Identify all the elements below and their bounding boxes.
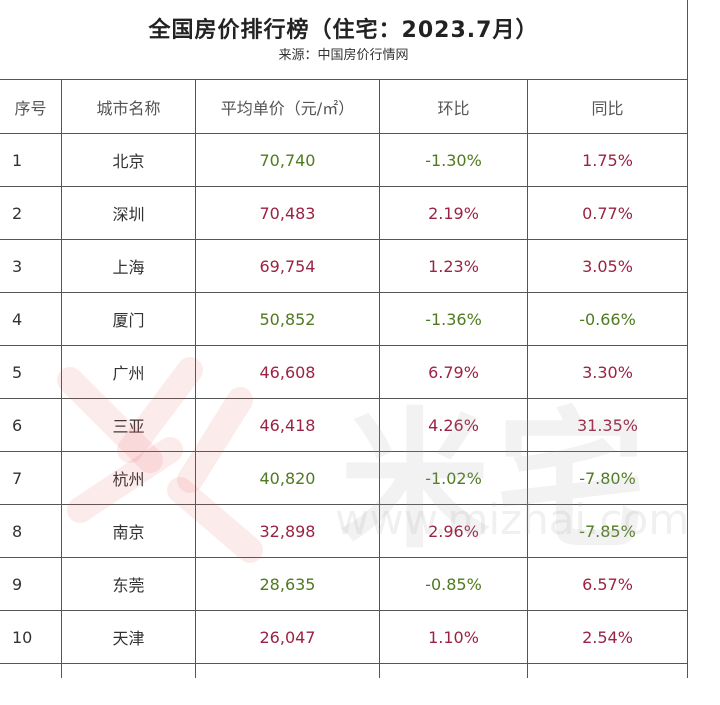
price-cell: 26,047 — [196, 611, 380, 663]
title-box: 全国房价排行榜（住宅：2023.7月） 来源：中国房价行情网 — [0, 0, 688, 80]
city-cell: 深圳 — [62, 187, 196, 239]
column-header-rank: 序号 — [0, 80, 62, 133]
rank-cell: 8 — [0, 505, 62, 557]
rank-cell: 2 — [0, 187, 62, 239]
price-cell: 32,898 — [196, 505, 380, 557]
partial-cell — [0, 664, 62, 678]
price-cell: 28,635 — [196, 558, 380, 610]
table-body: 1 北京 70,740 -1.30% 1.75% 2 深圳 70,483 2.19% 0.77% 3… — [0, 134, 688, 664]
rank-cell: 4 — [0, 293, 62, 345]
yoy-cell: 1.75% — [528, 134, 688, 186]
rank-cell: 3 — [0, 240, 62, 292]
city-cell: 厦门 — [62, 293, 196, 345]
table-row: 2 深圳 70,483 2.19% 0.77% — [0, 187, 688, 240]
table-header-row: 序号 城市名称 平均单价（元/㎡） 环比 同比 — [0, 80, 688, 134]
price-cell: 46,608 — [196, 346, 380, 398]
yoy-cell: -0.66% — [528, 293, 688, 345]
partial-cell — [62, 664, 196, 678]
city-cell: 东莞 — [62, 558, 196, 610]
price-cell: 70,483 — [196, 187, 380, 239]
yoy-cell: -7.80% — [528, 452, 688, 504]
mom-cell: -1.30% — [380, 134, 528, 186]
table-row: 1 北京 70,740 -1.30% 1.75% — [0, 134, 688, 187]
city-cell: 南京 — [62, 505, 196, 557]
city-cell: 三亚 — [62, 399, 196, 451]
partial-cell — [528, 664, 688, 678]
mom-cell: -0.85% — [380, 558, 528, 610]
partial-cell — [196, 664, 380, 678]
rank-cell: 10 — [0, 611, 62, 663]
mom-cell: -1.36% — [380, 293, 528, 345]
price-cell: 40,820 — [196, 452, 380, 504]
mom-cell: 1.23% — [380, 240, 528, 292]
table-row: 8 南京 32,898 2.96% -7.85% — [0, 505, 688, 558]
mom-cell: 6.79% — [380, 346, 528, 398]
rank-cell: 1 — [0, 134, 62, 186]
source-label: 来源：中国房价行情网 — [278, 48, 409, 63]
table-row: 5 广州 46,608 6.79% 3.30% — [0, 346, 688, 399]
mom-cell: 4.26% — [380, 399, 528, 451]
column-header-price: 平均单价（元/㎡） — [196, 80, 380, 133]
yoy-cell: 6.57% — [528, 558, 688, 610]
city-cell: 杭州 — [62, 452, 196, 504]
city-cell: 天津 — [62, 611, 196, 663]
rank-cell: 9 — [0, 558, 62, 610]
table-row: 9 东莞 28,635 -0.85% 6.57% — [0, 558, 688, 611]
mom-cell: -1.02% — [380, 452, 528, 504]
yoy-cell: 3.30% — [528, 346, 688, 398]
price-ranking-table: 序号 城市名称 平均单价（元/㎡） 环比 同比 1 北京 70,740 -1.30% 1… — [0, 80, 688, 678]
rank-cell: 7 — [0, 452, 62, 504]
column-header-mom: 环比 — [380, 80, 528, 133]
table-row-partial — [0, 664, 688, 678]
table-row: 4 厦门 50,852 -1.36% -0.66% — [0, 293, 688, 346]
partial-cell — [380, 664, 528, 678]
page-title: 全国房价排行榜（住宅：2023.7月） — [148, 18, 539, 43]
price-cell: 70,740 — [196, 134, 380, 186]
yoy-cell: 2.54% — [528, 611, 688, 663]
column-header-city: 城市名称 — [62, 80, 196, 133]
table-row: 6 三亚 46,418 4.26% 31.35% — [0, 399, 688, 452]
yoy-cell: 3.05% — [528, 240, 688, 292]
table-row: 10 天津 26,047 1.10% 2.54% — [0, 611, 688, 664]
yoy-cell: -7.85% — [528, 505, 688, 557]
mom-cell: 1.10% — [380, 611, 528, 663]
city-cell: 广州 — [62, 346, 196, 398]
table-row: 7 杭州 40,820 -1.02% -7.80% — [0, 452, 688, 505]
mom-cell: 2.96% — [380, 505, 528, 557]
table-row: 3 上海 69,754 1.23% 3.05% — [0, 240, 688, 293]
rank-cell: 6 — [0, 399, 62, 451]
city-cell: 上海 — [62, 240, 196, 292]
price-cell: 46,418 — [196, 399, 380, 451]
mom-cell: 2.19% — [380, 187, 528, 239]
column-header-yoy: 同比 — [528, 80, 688, 133]
city-cell: 北京 — [62, 134, 196, 186]
price-cell: 69,754 — [196, 240, 380, 292]
price-cell: 50,852 — [196, 293, 380, 345]
rank-cell: 5 — [0, 346, 62, 398]
yoy-cell: 0.77% — [528, 187, 688, 239]
yoy-cell: 31.35% — [528, 399, 688, 451]
